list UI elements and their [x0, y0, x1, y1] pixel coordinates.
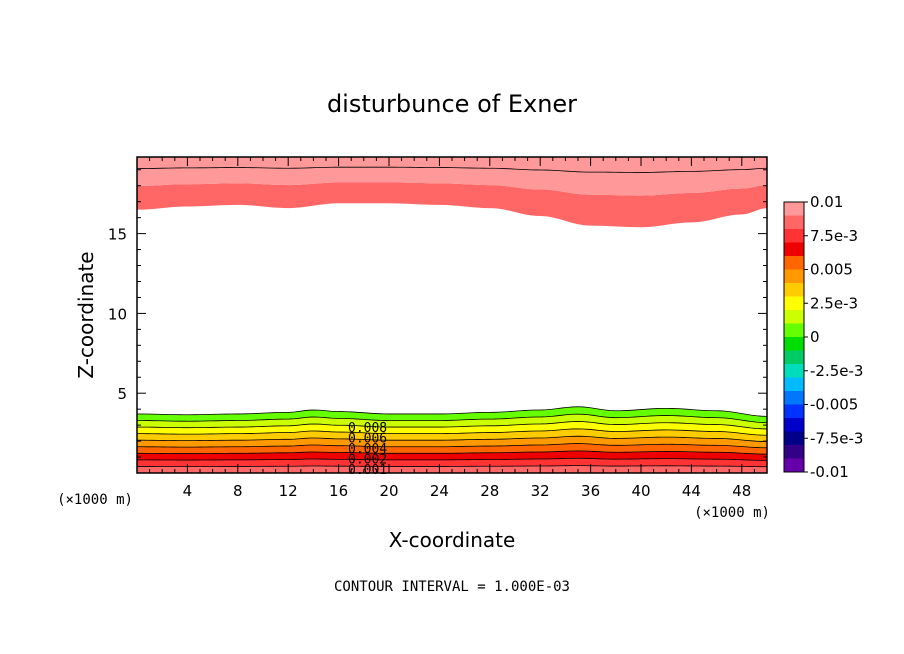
colorbar-swatch [784, 215, 804, 230]
colorbar-swatch [784, 350, 804, 365]
upper-band [137, 157, 767, 173]
x-tick-label: 12 [279, 482, 298, 500]
colorbar-swatch [784, 404, 804, 419]
x-tick-label: 32 [531, 482, 550, 500]
x-tick-label: 40 [631, 482, 650, 500]
colorbar-swatch [784, 310, 804, 324]
contour-label: 0.006 [348, 432, 387, 447]
lower-band [137, 421, 767, 436]
x-tick-label: 28 [480, 482, 499, 500]
contour-label: 0.001 [348, 463, 387, 478]
colorbar-tick-label: 2.5e-3 [810, 294, 858, 312]
upper-band [137, 167, 767, 196]
colorbar-tick-label: -7.5e-3 [810, 429, 863, 447]
colorbar-swatch [784, 377, 804, 392]
colorbar-swatch [784, 256, 804, 270]
colorbar-tick-label: 0.01 [810, 193, 843, 211]
contour-line [137, 406, 767, 417]
colorbar-swatch [784, 391, 804, 405]
y-tick-label: 10 [108, 305, 127, 323]
x-axis: 4 8 12 16 20 24 28 32 36 40 44 48 [149, 157, 755, 500]
x-unit-left: (×1000 m) [57, 492, 133, 508]
colorbar-swatch [784, 458, 804, 473]
lower-band [137, 428, 767, 442]
y-axis-label: Z-coordinate [74, 251, 98, 378]
contour-line [137, 443, 767, 449]
colorbar-tick-label: -0.01 [810, 463, 849, 481]
y-axis: 5 10 15 [108, 169, 767, 458]
colorbar-tick-label: -0.005 [810, 396, 858, 414]
x-tick-label: 20 [379, 482, 398, 500]
contour-line [137, 413, 767, 424]
contour-line [137, 450, 767, 455]
contour-line [137, 428, 767, 436]
contour-line [137, 435, 767, 442]
contour-lines [137, 166, 767, 468]
colorbar-swatch [784, 431, 804, 446]
lower-band [137, 458, 767, 467]
lower-band [137, 450, 767, 461]
colorbar-swatch [784, 418, 804, 432]
footnote: CONTOUR INTERVAL = 1.000E-03 [334, 579, 570, 595]
y-tick-label: 5 [117, 385, 127, 403]
x-tick-label: 44 [682, 482, 701, 500]
colorbar-swatch [784, 283, 804, 297]
upper-band [137, 182, 767, 228]
colorbar-swatch [784, 202, 804, 216]
colorbar-swatch [784, 445, 804, 459]
y-tick-label: 15 [108, 226, 127, 244]
colorbar-swatch [784, 242, 804, 257]
colorbar-tick-label: 7.5e-3 [810, 227, 858, 245]
contour-label: 0.002 [348, 453, 387, 468]
x-tick-label: 8 [233, 482, 243, 500]
contour-line [137, 166, 767, 173]
x-tick-label: 4 [183, 482, 193, 500]
contour-fills [137, 157, 767, 473]
colorbar-swatch [784, 229, 804, 243]
x-tick-label: 36 [581, 482, 600, 500]
contour-line [137, 421, 767, 430]
contour-line [137, 465, 767, 468]
x-tick-label: 24 [430, 482, 449, 500]
x-axis-label: X-coordinate [389, 528, 516, 552]
colorbar-swatch [784, 337, 804, 351]
colorbar-tick-label: -2.5e-3 [810, 362, 863, 380]
colorbar-swatch [784, 269, 804, 284]
colorbar: 0.01 7.5e-3 0.005 2.5e-3 0 -2.5e-3 -0.005 -7.5e… [783, 193, 863, 481]
x-tick-label: 48 [732, 482, 751, 500]
colorbar-swatch [784, 296, 804, 311]
contour-line [137, 457, 767, 461]
colorbar-swatch [784, 323, 804, 338]
x-unit-right: (×1000 m) [694, 505, 770, 521]
x-tick-label: 16 [329, 482, 348, 500]
chart-title: disturbunce of Exner [327, 90, 577, 118]
contour-label: 0.004 [348, 442, 387, 457]
colorbar-tick-label: 0.005 [810, 261, 853, 279]
colorbar-tick-label: 0 [810, 328, 820, 346]
colorbar-swatch [784, 364, 804, 378]
contour-label: 0.008 [348, 421, 387, 436]
